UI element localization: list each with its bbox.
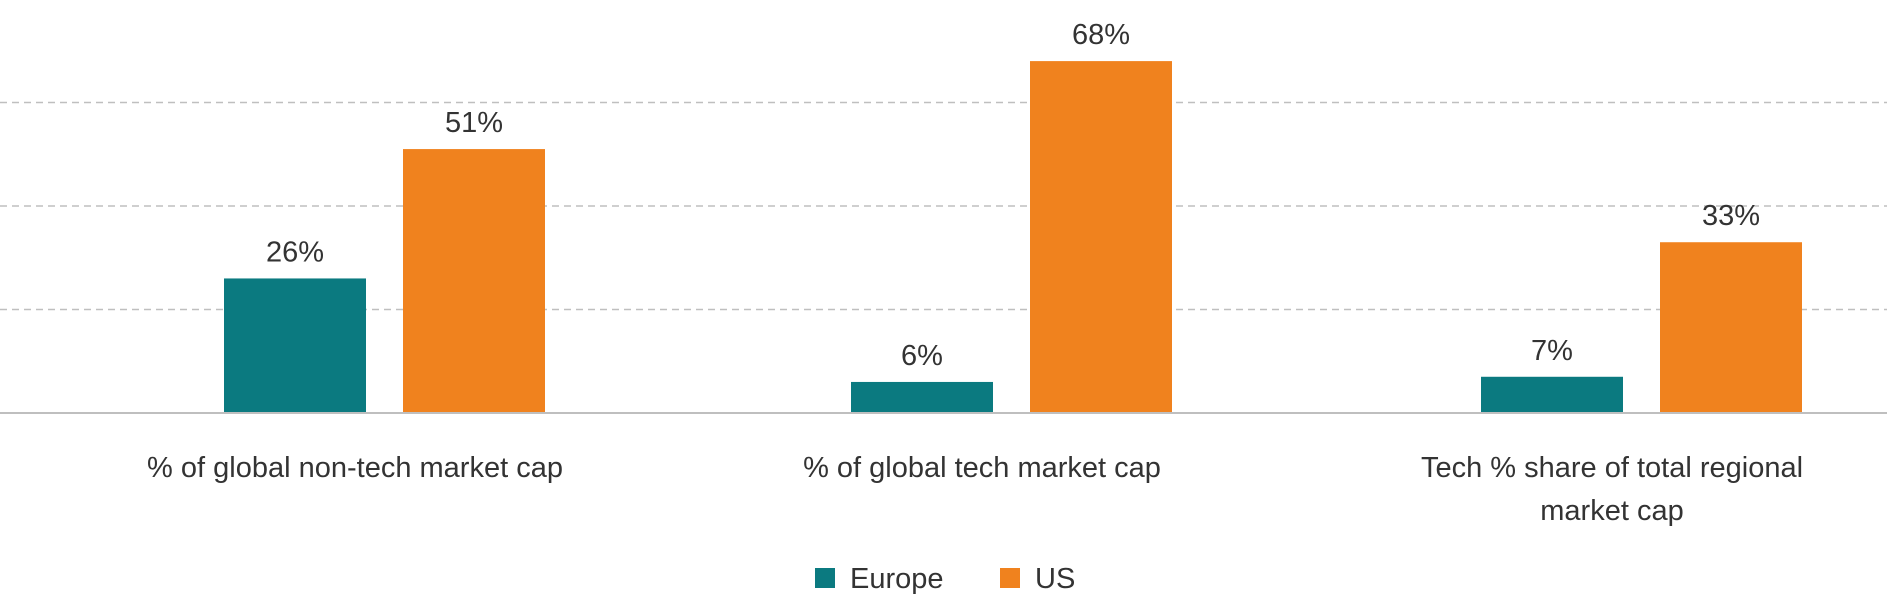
data-label-us-0: 51% (445, 107, 503, 139)
bar-us-0 (403, 149, 545, 413)
legend-swatch-europe (815, 568, 835, 588)
category-label-0: % of global non-tech market cap (147, 452, 563, 484)
data-label-us-2: 33% (1702, 200, 1760, 232)
bars (224, 61, 1802, 413)
data-label-us-1: 68% (1072, 19, 1130, 51)
bar-us-2 (1660, 242, 1802, 413)
category-label-2-line-1: market cap (1540, 495, 1683, 527)
legend: Europe US (815, 563, 1075, 595)
data-labels: 26% 6% 7% 51% 68% 33% (266, 19, 1760, 372)
bar-us-1 (1030, 61, 1172, 413)
legend-label-us: US (1035, 563, 1075, 595)
legend-label-europe: Europe (850, 563, 944, 595)
bar-europe-1 (851, 381, 993, 413)
category-label-1: % of global tech market cap (803, 452, 1161, 484)
data-label-europe-1: 6% (901, 340, 943, 372)
category-label-2-line-0: Tech % share of total regional (1421, 452, 1803, 484)
bar-europe-2 (1481, 376, 1623, 413)
data-label-europe-2: 7% (1531, 335, 1573, 367)
legend-swatch-us (1000, 568, 1020, 588)
data-label-europe-0: 26% (266, 236, 324, 268)
category-labels: % of global non-tech market cap % of glob… (147, 452, 1803, 527)
bar-europe-0 (224, 278, 366, 413)
